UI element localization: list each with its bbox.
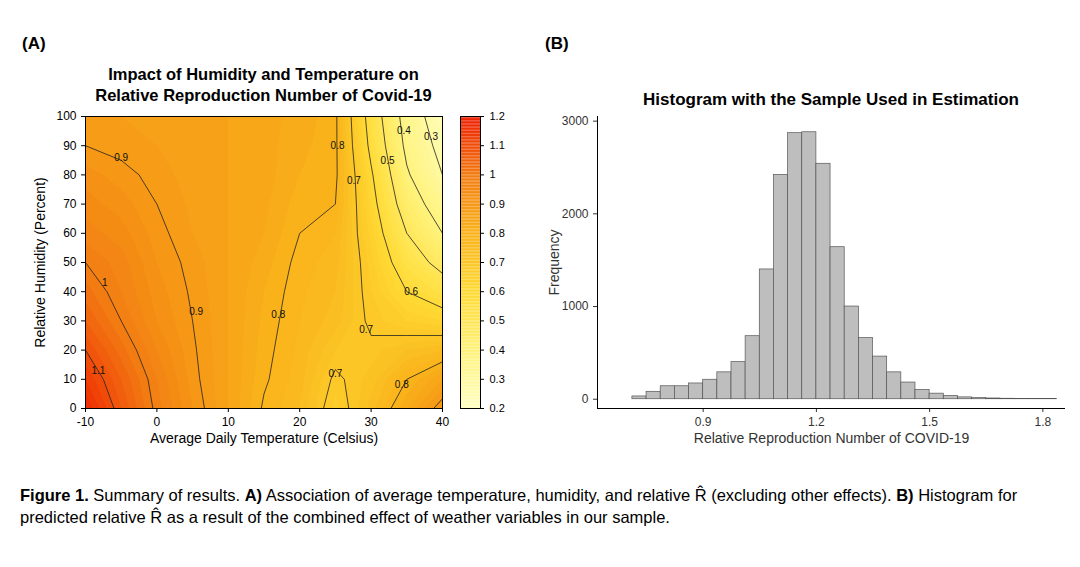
- svg-text:Frequency: Frequency: [546, 229, 562, 295]
- svg-text:0.8: 0.8: [490, 227, 505, 239]
- svg-text:40: 40: [436, 415, 450, 429]
- svg-text:1.2: 1.2: [808, 415, 825, 429]
- svg-text:Relative Reproduction Number o: Relative Reproduction Number of COVID-19: [694, 430, 970, 446]
- svg-text:0.3: 0.3: [490, 373, 505, 385]
- svg-text:1.2: 1.2: [490, 110, 505, 122]
- svg-text:Average Daily Temperature (Cel: Average Daily Temperature (Celsius): [150, 430, 378, 446]
- svg-text:0: 0: [582, 392, 589, 406]
- svg-text:0.8: 0.8: [331, 140, 345, 151]
- svg-text:0.7: 0.7: [359, 324, 373, 335]
- svg-text:0: 0: [154, 415, 161, 429]
- html-text:(A): (A): [22, 34, 46, 53]
- html-text:Figure 1. Summary of results.: Figure 1. Summary of results. A) Associa…: [20, 486, 1018, 526]
- svg-text:10: 10: [222, 415, 236, 429]
- svg-text:0.6: 0.6: [490, 285, 505, 297]
- svg-text:1.8: 1.8: [1035, 415, 1052, 429]
- html-text:(B): (B): [545, 34, 569, 53]
- svg-text:70: 70: [63, 197, 77, 211]
- svg-text:1.5: 1.5: [921, 415, 938, 429]
- svg-text:1: 1: [102, 277, 108, 288]
- svg-text:0.9: 0.9: [189, 306, 203, 317]
- svg-text:60: 60: [63, 226, 77, 240]
- svg-text:0.8: 0.8: [395, 379, 409, 390]
- svg-text:50: 50: [63, 255, 77, 269]
- svg-text:0.7: 0.7: [347, 175, 361, 186]
- svg-text:0.5: 0.5: [490, 314, 505, 326]
- svg-text:40: 40: [63, 285, 77, 299]
- svg-text:0.9: 0.9: [695, 415, 712, 429]
- svg-text:100: 100: [56, 109, 76, 123]
- svg-text:1.1: 1.1: [91, 365, 105, 376]
- svg-text:20: 20: [63, 343, 77, 357]
- html-text:Impact of Humidity and Tempera: Impact of Humidity and Temperature on Re…: [95, 65, 432, 104]
- svg-text:0: 0: [70, 401, 77, 415]
- svg-text:80: 80: [63, 168, 77, 182]
- svg-text:-10: -10: [77, 415, 95, 429]
- svg-text:30: 30: [364, 415, 378, 429]
- svg-text:0.4: 0.4: [490, 344, 505, 356]
- svg-text:0.3: 0.3: [424, 131, 438, 142]
- svg-text:0.5: 0.5: [381, 155, 395, 166]
- svg-text:3000: 3000: [562, 114, 589, 128]
- svg-text:0.4: 0.4: [397, 125, 411, 136]
- svg-text:0.7: 0.7: [328, 368, 342, 379]
- svg-text:0.2: 0.2: [490, 402, 505, 414]
- svg-text:1.1: 1.1: [490, 139, 505, 151]
- svg-text:0.9: 0.9: [490, 198, 505, 210]
- svg-text:2000: 2000: [562, 207, 589, 221]
- svg-text:1: 1: [490, 168, 496, 180]
- svg-text:90: 90: [63, 139, 77, 153]
- svg-text:30: 30: [63, 314, 77, 328]
- svg-text:0.6: 0.6: [404, 286, 418, 297]
- svg-text:0.9: 0.9: [114, 152, 128, 163]
- svg-text:0.8: 0.8: [271, 309, 285, 320]
- html-text:Histogram with the Sample Used: Histogram with the Sample Used in Estima…: [643, 90, 1019, 109]
- svg-text:1000: 1000: [562, 299, 589, 313]
- svg-text:Relative Humidity (Percent): Relative Humidity (Percent): [32, 177, 48, 347]
- svg-text:0.7: 0.7: [490, 256, 505, 268]
- svg-text:10: 10: [63, 372, 77, 386]
- svg-text:20: 20: [293, 415, 307, 429]
